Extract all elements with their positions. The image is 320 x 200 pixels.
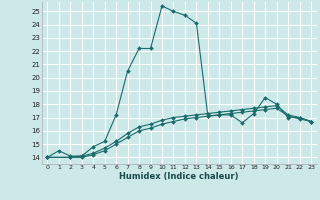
X-axis label: Humidex (Indice chaleur): Humidex (Indice chaleur) bbox=[119, 172, 239, 181]
